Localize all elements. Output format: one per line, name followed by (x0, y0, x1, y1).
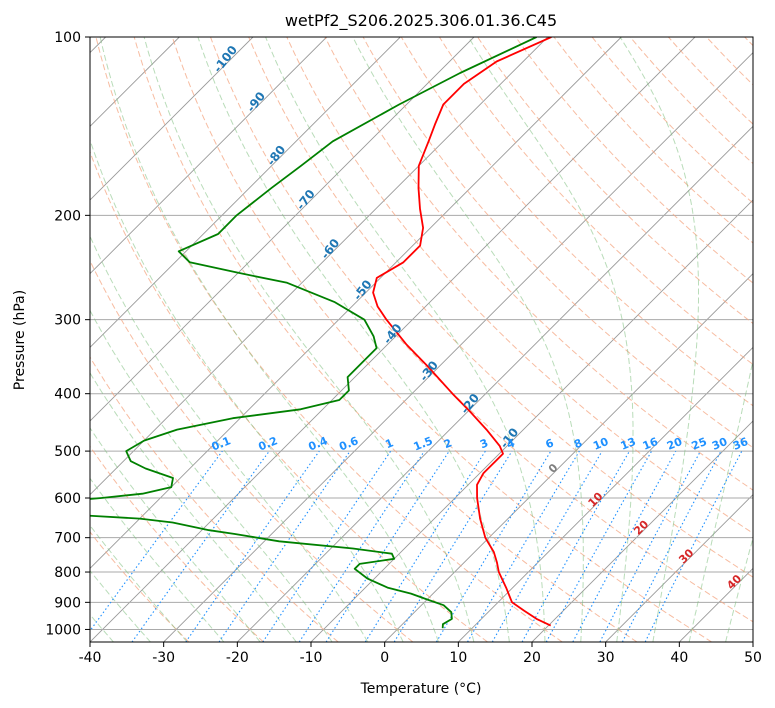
dry-adiabat-line (362, 37, 753, 449)
dry-adiabat-line (248, 37, 753, 578)
dry-adiabat-line (133, 37, 638, 642)
dewpoint-line (90, 37, 537, 629)
isotherm-line (90, 37, 696, 642)
dry-adiabat-line (438, 37, 753, 365)
x-tick-label: 20 (523, 650, 541, 666)
x-tick-label: 50 (744, 650, 762, 666)
isotherm-line (163, 52, 753, 642)
temperature-line (372, 37, 552, 627)
moist-adiabat-line (143, 37, 475, 642)
mixing-ratio-line (545, 450, 653, 642)
mixing-ratio-line (521, 450, 630, 642)
moist-adiabat-line (688, 358, 753, 642)
y-tick-label: 400 (54, 387, 81, 403)
plot-frame (89, 36, 754, 643)
mixing-ratio-line (435, 450, 552, 642)
dry-adiabat-line (286, 37, 753, 534)
moist-adiabat-line (90, 371, 297, 642)
y-tick-label: 500 (54, 444, 81, 460)
y-tick-label: 100 (54, 30, 81, 46)
mixing-ratio-line (467, 450, 580, 642)
isotherm-line (458, 346, 753, 642)
moist-adiabat-line (99, 37, 439, 642)
y-tick-label: 200 (54, 208, 81, 224)
x-tick-label: 10 (449, 650, 467, 666)
dry-adiabat-line (515, 37, 753, 284)
x-tick-label: -40 (79, 650, 102, 666)
profile-lines (90, 37, 552, 629)
mixing-ratio-line (185, 450, 320, 642)
dry-adiabat-line (324, 37, 753, 491)
isotherm-line (90, 37, 401, 348)
y-tick-label: 800 (54, 565, 81, 581)
x-tick-label: 40 (670, 650, 688, 666)
dry-adiabat-line (90, 531, 190, 642)
y-axis-label: Pressure (hPa) (12, 290, 28, 390)
mixing-ratio-label: 20 (665, 435, 684, 453)
x-tick-label: -10 (300, 650, 323, 666)
y-tick-label: 700 (54, 531, 81, 547)
dry-adiabat-line (90, 150, 488, 642)
moist-adiabat-line (197, 37, 510, 642)
mixing-ratio-line (572, 450, 677, 642)
mixing-ratio-line (218, 450, 351, 642)
isotherm-line (752, 641, 753, 642)
moist-adiabat-line (265, 37, 546, 642)
y-tick-label: 1000 (45, 622, 81, 638)
isotherm-line (605, 494, 753, 642)
isotherm-line (90, 37, 327, 275)
mixing-ratio-label: 13 (619, 435, 638, 453)
moist-adiabat-line (619, 37, 699, 642)
mixing-ratio-label: 3 (478, 436, 490, 451)
isotherm-line (90, 37, 254, 201)
x-tick-label: -20 (226, 650, 249, 666)
dry-adiabat-line (591, 37, 753, 204)
isotherm-line (237, 125, 753, 642)
moist-adiabat-line (90, 138, 404, 642)
dry-adiabat-line (210, 37, 753, 623)
mixing-ratio-label: 30 (710, 435, 729, 453)
dry-adiabat-line (553, 37, 753, 244)
chart-title: wetPf2_S206.2025.306.01.36.C45 (285, 11, 557, 31)
mixing-ratio-label: 36 (731, 435, 750, 453)
moist-adiabat-line (90, 477, 225, 642)
y-tick-label: 300 (54, 313, 81, 329)
mixing-ratio-line (131, 450, 270, 642)
mixing-ratio-line (325, 450, 450, 642)
mixing-ratio-line (90, 450, 223, 632)
moist-adiabat-line (90, 309, 333, 642)
moist-adiabat-line (352, 37, 584, 642)
moist-adiabat-line (90, 524, 188, 642)
mixing-ratio-label: 16 (641, 435, 660, 453)
isotherm-line (531, 420, 753, 642)
background-grid (90, 37, 753, 642)
y-tick-label: 900 (54, 595, 81, 611)
x-tick-label: -30 (152, 650, 175, 666)
mixing-ratio-line (364, 450, 486, 642)
moist-adiabat-line (90, 569, 151, 642)
dry-adiabat-line (90, 356, 339, 642)
mixing-ratio-label: 8 (572, 436, 584, 451)
dry-adiabat-line (477, 37, 753, 325)
x-tick-label: 30 (597, 650, 615, 666)
mixing-ratio-label: 2 (442, 436, 454, 451)
mixing-ratio-label: 1 (383, 436, 395, 451)
mixing-ratio-label: 25 (690, 435, 709, 453)
isotherm-line (90, 37, 622, 569)
x-axis-label: Temperature (°C) (360, 681, 482, 697)
mixing-ratio-line (491, 450, 603, 642)
x-tick-label: 0 (380, 650, 389, 666)
dry-adiabat-line (400, 37, 753, 407)
isotherm-line (90, 37, 475, 422)
moist-adiabat-line (90, 235, 369, 642)
axis-ticks: -40 -30 -20 -10 0 10 20 30 40 50 1000 900 800 700 600 5… (45, 30, 762, 666)
mixing-ratio-line (393, 450, 513, 642)
isotherm-line (384, 273, 753, 642)
mixing-ratio-label: 10 (591, 435, 610, 453)
dry-adiabat-line (629, 37, 753, 165)
y-tick-label: 600 (54, 491, 81, 507)
isotherm-line (90, 37, 548, 496)
plot-background (90, 37, 753, 642)
